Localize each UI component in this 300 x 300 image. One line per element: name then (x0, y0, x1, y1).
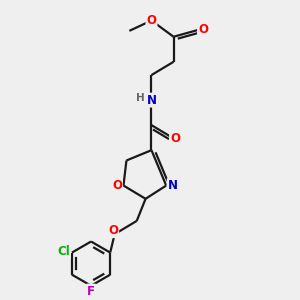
Text: O: O (146, 14, 157, 27)
Text: N: N (146, 94, 157, 106)
Text: O: O (108, 224, 118, 237)
Text: O: O (112, 179, 122, 192)
Text: N: N (168, 179, 178, 192)
Text: H: H (136, 93, 145, 103)
Text: Cl: Cl (57, 244, 70, 258)
Text: F: F (87, 284, 95, 298)
Text: O: O (198, 23, 208, 36)
Text: O: O (170, 132, 180, 145)
